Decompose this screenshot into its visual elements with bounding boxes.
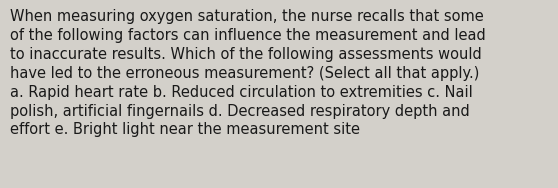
Text: When measuring oxygen saturation, the nurse recalls that some
of the following f: When measuring oxygen saturation, the nu…	[10, 9, 486, 137]
